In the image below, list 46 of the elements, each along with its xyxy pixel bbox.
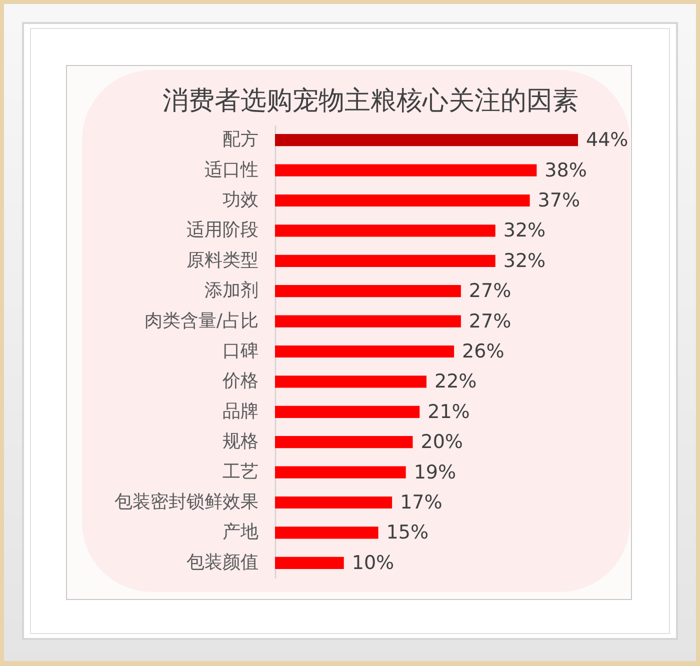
y-tick-label: 功效: [222, 190, 258, 210]
y-tick-label: 包装颜值: [186, 552, 258, 573]
bar: [275, 376, 426, 388]
bar: [275, 466, 406, 478]
bar: [275, 496, 392, 509]
bar: [275, 406, 420, 418]
bar: [275, 194, 530, 207]
data-label: 27%: [468, 280, 512, 302]
data-label: 32%: [503, 250, 546, 272]
y-tick-label: 适口性: [204, 159, 258, 180]
y-tick-label: 品牌: [222, 400, 258, 422]
data-label: 17%: [400, 492, 442, 514]
data-label: 15%: [386, 522, 429, 544]
bar: [275, 315, 461, 328]
y-tick-label: 规格: [222, 431, 258, 452]
bar: [275, 134, 578, 146]
data-label: 26%: [462, 340, 504, 362]
data-label: 22%: [434, 370, 477, 393]
data-label: 27%: [468, 310, 512, 332]
bar: [275, 526, 378, 539]
bar: [275, 436, 413, 448]
data-label: 44%: [586, 129, 628, 152]
data-label: 37%: [538, 190, 580, 212]
bar: [275, 224, 496, 237]
y-tick-label: 肉类含量/占比: [144, 310, 258, 332]
data-label: 10%: [352, 552, 394, 574]
y-tick-label: 包装密封锁鲜效果: [114, 492, 258, 512]
y-tick-label: 配方: [222, 129, 258, 150]
y-tick-label: 添加剂: [204, 280, 258, 302]
data-label: 32%: [503, 220, 546, 242]
data-label: 21%: [428, 400, 470, 423]
data-label: 38%: [544, 159, 587, 182]
bar: [275, 254, 496, 267]
y-tick-label: 适用阶段: [186, 220, 258, 241]
bar: [275, 285, 461, 298]
y-tick-label: 产地: [222, 522, 258, 543]
bar: [275, 164, 537, 176]
y-tick-label: 口碑: [222, 340, 258, 362]
data-label: 19%: [414, 461, 456, 484]
y-tick-label: 价格: [222, 370, 258, 392]
y-tick-label: 原料类型: [186, 250, 258, 271]
bar: [275, 345, 454, 358]
bar: [275, 556, 344, 569]
y-tick-label: 工艺: [222, 461, 258, 482]
data-label: 20%: [420, 431, 463, 454]
chart-title: 消费者选购宠物主粮核心关注的因素: [162, 86, 578, 116]
